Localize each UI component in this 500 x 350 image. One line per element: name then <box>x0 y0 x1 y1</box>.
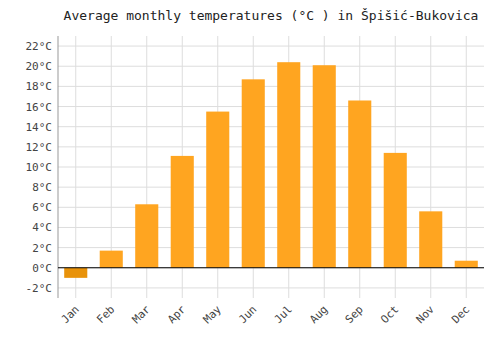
y-tick-label: 2°C <box>32 242 52 255</box>
y-tick-label: 14°C <box>26 121 53 134</box>
x-tick-label: Apr <box>165 303 189 327</box>
chart-svg: Average monthly temperatures (°C ) in Šp… <box>0 0 500 350</box>
x-tick-label: Feb <box>94 303 117 326</box>
x-grid-line <box>75 36 76 298</box>
bar <box>455 261 478 268</box>
bar <box>171 156 194 268</box>
bar <box>242 79 265 267</box>
bar <box>419 211 442 267</box>
bar <box>313 65 336 268</box>
x-tick-label: Mar <box>130 303 154 327</box>
y-tick-label: 10°C <box>26 161 53 174</box>
bar <box>384 153 407 268</box>
y-tick-label: 22°C <box>26 40 53 53</box>
bar <box>348 100 371 267</box>
y-grid-line <box>58 287 484 288</box>
y-grid-line <box>58 46 484 47</box>
y-tick-label: 18°C <box>26 80 53 93</box>
y-tick-label: 16°C <box>26 101 53 114</box>
x-tick-label: Jul <box>272 303 295 326</box>
y-grid-line <box>58 126 484 127</box>
bar <box>206 112 229 268</box>
chart-container: Average monthly temperatures (°C ) in Šp… <box>0 0 500 350</box>
bars <box>58 62 484 278</box>
y-tick-label: 8°C <box>32 181 52 194</box>
y-tick-label: 12°C <box>26 141 53 154</box>
y-grid-line <box>58 66 484 67</box>
y-tick-label: 20°C <box>26 60 53 73</box>
y-grid-line <box>58 187 484 188</box>
x-grid-line <box>466 36 467 298</box>
x-tick-label: Nov <box>414 303 438 327</box>
y-tick-label: 6°C <box>32 201 52 214</box>
y-grid-line <box>58 207 484 208</box>
y-tick-label: 4°C <box>32 221 52 234</box>
bar <box>64 268 87 278</box>
bar <box>135 204 158 267</box>
x-tick-label: Jun <box>236 303 259 326</box>
y-grid-line <box>58 167 484 168</box>
y-grid-line <box>58 146 484 147</box>
bar <box>277 62 300 268</box>
y-grid-line <box>58 86 484 87</box>
x-tick-label: Aug <box>307 303 330 326</box>
x-tick-label: May <box>201 303 225 327</box>
x-tick-label: Sep <box>343 303 366 326</box>
x-tick-label: Dec <box>449 303 472 326</box>
baseline <box>58 267 484 268</box>
y-tick-label: 0°C <box>32 262 52 275</box>
x-tick-label: Oct <box>378 303 401 326</box>
x-tick-label: Jan <box>59 303 82 326</box>
bar <box>100 251 123 268</box>
grid <box>58 36 484 298</box>
y-tick-label: -2°C <box>26 282 53 295</box>
y-grid-line <box>58 267 484 268</box>
chart-title: Average monthly temperatures (°C ) in Šp… <box>64 8 479 23</box>
y-axis-line <box>58 36 59 298</box>
y-grid-line <box>58 106 484 107</box>
